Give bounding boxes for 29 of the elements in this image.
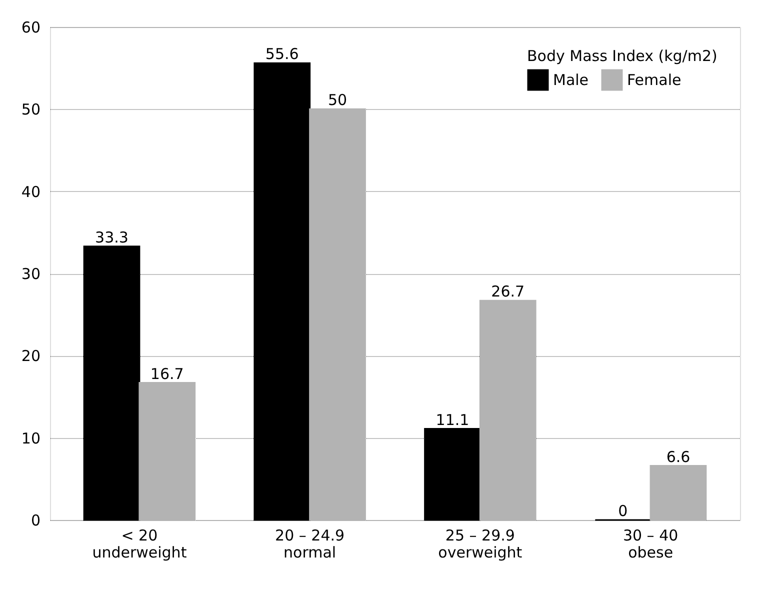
- legend-label: Female: [627, 71, 682, 89]
- x-tick-label: < 20 underweight: [92, 526, 187, 562]
- data-label: 26.7: [491, 282, 525, 301]
- y-tick-label: 0: [30, 512, 40, 530]
- data-label: 16.7: [150, 364, 184, 383]
- x-tick-label: 30 – 40 obese: [622, 526, 678, 562]
- data-label: 50: [328, 91, 348, 110]
- y-tick-label: 30: [21, 265, 40, 283]
- data-label: 33.3: [95, 228, 128, 246]
- y-tick-label: 40: [21, 182, 40, 201]
- bar: [254, 62, 311, 521]
- data-label: 55.6: [265, 45, 299, 64]
- x-tick-label: 20 – 24.9 normal: [275, 526, 345, 562]
- bar: [424, 428, 481, 521]
- y-tick-label: 20: [21, 347, 40, 366]
- y-tick-label: 50: [21, 100, 40, 119]
- y-tick-label: 60: [21, 18, 40, 36]
- data-label: 0: [618, 502, 628, 520]
- bar: [650, 465, 707, 521]
- data-label: 6.6: [666, 448, 690, 466]
- bar: [138, 382, 196, 521]
- bar: [479, 300, 536, 521]
- legend-title: Body Mass Index (kg/m2): [527, 47, 718, 65]
- bar: [309, 108, 366, 521]
- y-tick-label: 10: [21, 429, 40, 448]
- x-tick-label: 25 – 29.9 overweight: [438, 526, 522, 562]
- bar: [83, 246, 140, 521]
- data-label: 11.1: [436, 410, 470, 429]
- legend-label: Male: [553, 71, 589, 89]
